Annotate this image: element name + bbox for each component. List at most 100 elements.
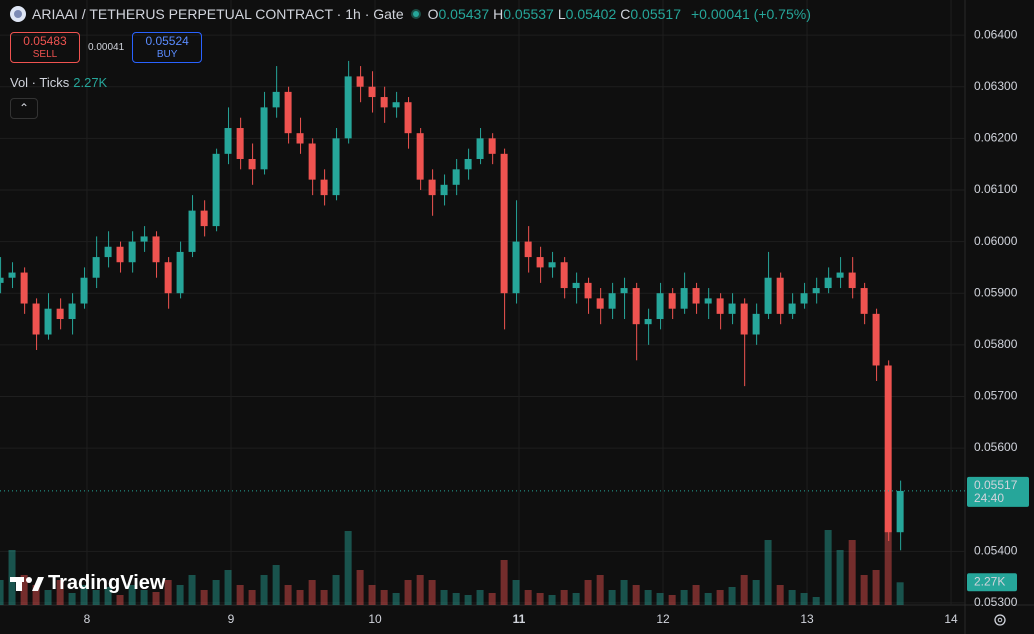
volume-bar: [788, 590, 796, 605]
volume-bar: [824, 530, 832, 605]
candle-body: [620, 288, 628, 294]
volume-bar: [500, 560, 508, 605]
candle-body: [320, 179, 328, 196]
volume-bar: [836, 550, 844, 605]
candle-body: [644, 319, 652, 325]
volume-bar: [680, 590, 688, 605]
volume-bar: [812, 597, 820, 605]
volume-bar: [56, 580, 64, 605]
volume-bar: [284, 585, 292, 605]
ohlc-key: O: [427, 6, 439, 22]
volume-bar: [308, 580, 316, 605]
volume-bar: [392, 593, 400, 605]
candle-body: [164, 262, 172, 294]
candle-body: [860, 288, 868, 314]
volume-bar: [416, 575, 424, 605]
volume-bar: [596, 575, 604, 605]
volume-bar: [476, 590, 484, 605]
volume-bar: [872, 570, 880, 605]
spread: 0.00041: [88, 42, 125, 53]
volume-bar: [548, 595, 556, 605]
candle-body: [56, 308, 64, 320]
volume-bar: [584, 580, 592, 605]
candle-body: [428, 179, 436, 196]
candle-body: [356, 76, 364, 87]
volume-bar: [260, 575, 268, 605]
volume-value: 2.27K: [73, 75, 108, 90]
candle-body: [452, 169, 460, 185]
brand: TradingView: [48, 572, 166, 594]
symbol: ARIAAI / TETHERUS PERPETUAL CONTRACT · 1…: [32, 6, 404, 22]
candle-body: [848, 272, 856, 289]
volume-bar: [524, 590, 532, 605]
candle-body: [668, 293, 676, 309]
candle-body: [632, 288, 640, 325]
buy-price: 0.05524: [145, 34, 189, 48]
buy-label: BUY: [156, 49, 178, 60]
volume-bar: [464, 595, 472, 605]
candle-body: [32, 303, 40, 335]
candle-body: [140, 236, 148, 242]
candle-body: [884, 365, 892, 533]
x-tick-label: 12: [656, 612, 670, 626]
volume-bar: [188, 575, 196, 605]
y-tick-label: 0.06300: [974, 79, 1018, 93]
candle-body: [476, 138, 484, 159]
candle-body: [704, 298, 712, 304]
candle-body: [548, 262, 556, 268]
sell-button[interactable]: 0.05483 SELL: [10, 32, 80, 63]
volume-bar: [440, 590, 448, 605]
candle-body: [104, 246, 112, 258]
x-tick-label: 8: [84, 612, 91, 626]
candle-body: [572, 282, 580, 289]
candle-body: [296, 133, 304, 144]
candle-body: [212, 153, 220, 227]
candle-body: [560, 262, 568, 289]
volume-bar: [764, 540, 772, 605]
candle-body: [764, 277, 772, 314]
buy-button[interactable]: 0.05524 BUY: [132, 32, 203, 63]
candle-body: [116, 246, 124, 263]
volume-bar: [848, 540, 856, 605]
candle-body: [0, 277, 4, 283]
volume-bar: [272, 565, 280, 605]
volume-legend: Vol · Ticks 2.27K: [10, 75, 107, 90]
collapse-button[interactable]: ⌃: [10, 98, 38, 119]
y-tick-label: 0.05900: [974, 285, 1018, 299]
candle-body: [512, 241, 520, 294]
settings-icon[interactable]: [994, 614, 1006, 626]
volume-bar: [116, 595, 124, 605]
candle-body: [896, 490, 904, 533]
volume-bar: [692, 585, 700, 605]
candle-body: [416, 133, 424, 180]
candle-body: [608, 293, 616, 309]
candle-body: [536, 257, 544, 268]
candle-body: [332, 138, 340, 196]
y-tick-label: 0.06400: [974, 27, 1018, 41]
volume-bar: [176, 585, 184, 605]
volume-bar: [404, 580, 412, 605]
candle-body: [236, 128, 244, 159]
candle-body: [656, 293, 664, 320]
candle-body: [752, 313, 760, 335]
candle-body: [872, 313, 880, 366]
logo: TradingView: [10, 572, 165, 595]
volume-label: 2.27K: [974, 574, 1005, 588]
volume-bar: [332, 575, 340, 605]
volume-bar: [752, 580, 760, 605]
candle-body: [716, 298, 724, 314]
status-dot: [410, 9, 421, 19]
y-tick-label: 0.06200: [974, 131, 1018, 145]
volume-bar: [200, 590, 208, 605]
countdown: 24:40: [974, 491, 1004, 505]
volume-bar: [296, 590, 304, 605]
logo-icon: [10, 576, 44, 591]
x-tick-label: 9: [228, 612, 235, 626]
y-tick-label: 0.05400: [974, 543, 1018, 557]
candle-body: [500, 153, 508, 294]
candle-body: [584, 282, 592, 299]
candle-body: [824, 277, 832, 289]
volume-bar: [344, 531, 352, 605]
